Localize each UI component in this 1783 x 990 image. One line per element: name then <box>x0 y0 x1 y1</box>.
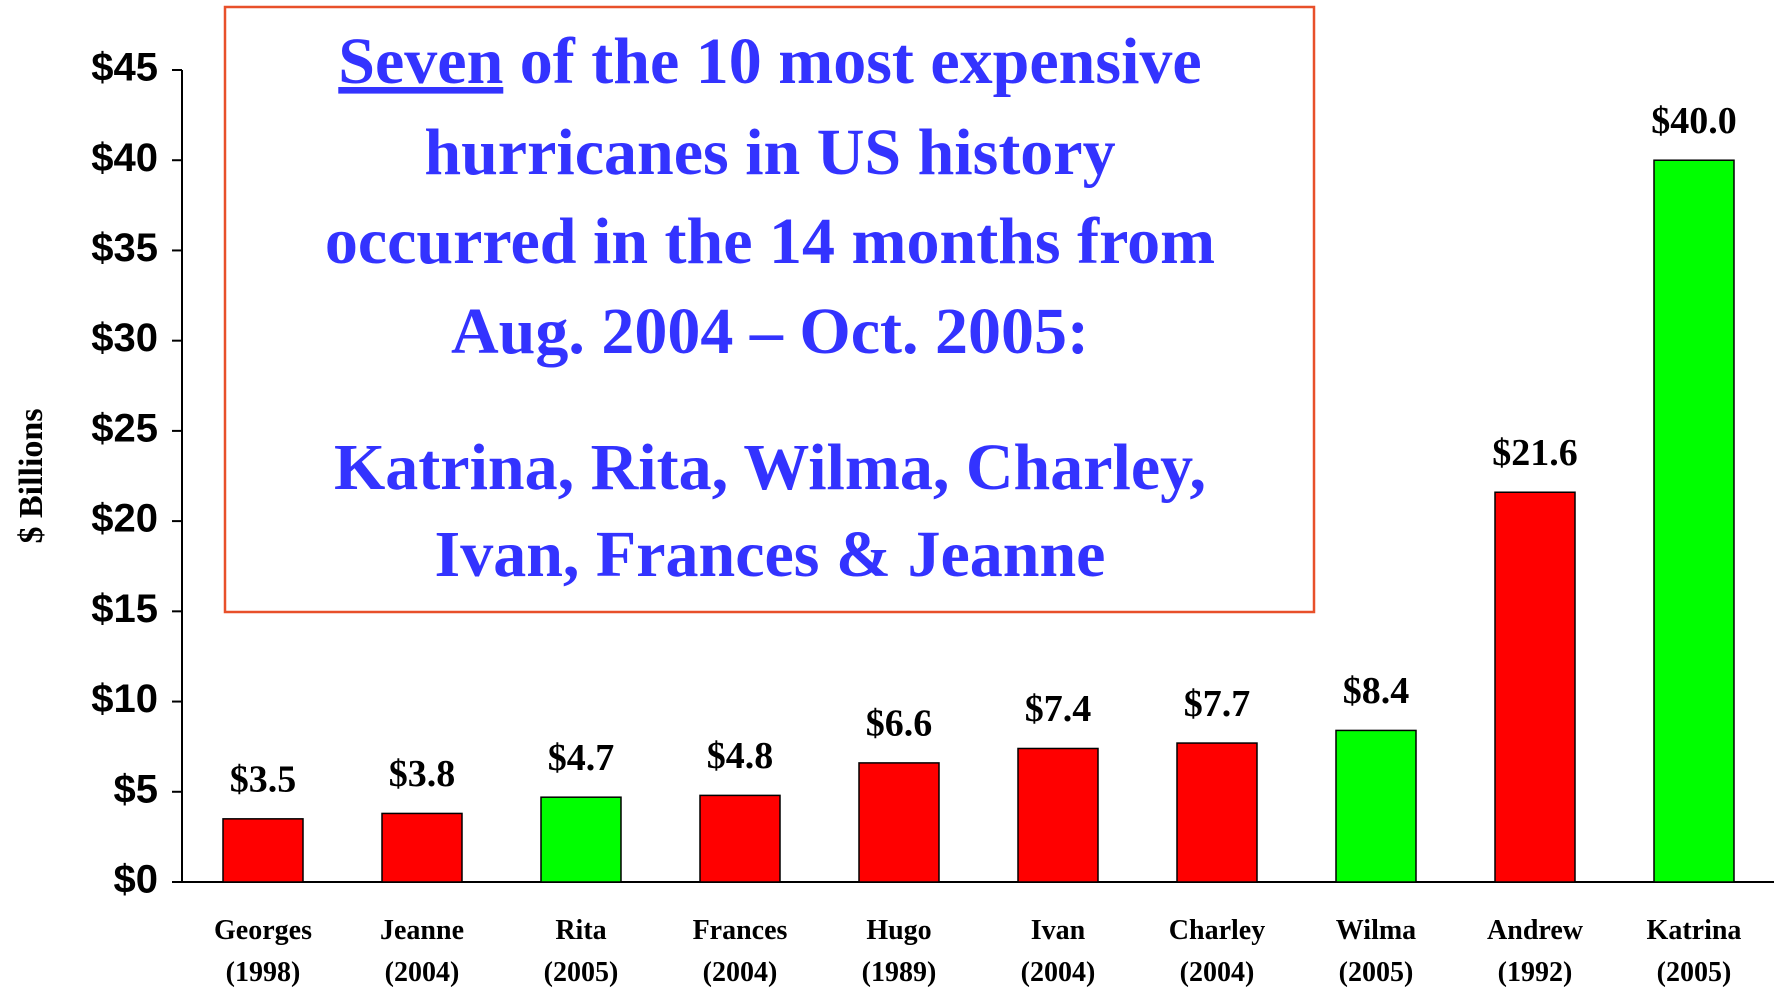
y-tick-label: $40 <box>91 136 158 180</box>
x-tick-label: Andrew (1992) <box>1487 915 1584 988</box>
y-tick-label: $0 <box>114 858 159 902</box>
bar <box>1176 742 1258 883</box>
x-tick-label: Jeanne (2004) <box>380 915 464 988</box>
bar <box>1335 729 1417 883</box>
bar <box>1653 159 1735 883</box>
x-tick-label: Georges (1998) <box>214 915 312 988</box>
x-tick-label: Katrina (2005) <box>1647 915 1742 988</box>
value-label: $40.0 <box>1651 100 1737 142</box>
bar <box>222 818 304 883</box>
bar <box>699 794 781 883</box>
y-tick-label: $20 <box>91 497 158 541</box>
annotation-text: hurricanes in US history <box>424 116 1115 189</box>
annotation-text: occurred in the 14 months from <box>325 205 1215 278</box>
value-label: $4.7 <box>548 737 615 779</box>
x-tick-label: Hugo (1989) <box>862 915 937 988</box>
bar <box>1494 491 1576 883</box>
y-tick-label: $30 <box>91 316 158 360</box>
y-tick-label: $45 <box>91 46 158 90</box>
x-tick-label: Ivan (2004) <box>1021 915 1096 988</box>
annotation-text: Katrina, Rita, Wilma, Charley, <box>334 431 1206 504</box>
x-tick-label: Frances (2004) <box>693 915 788 988</box>
value-label: $8.4 <box>1343 670 1410 712</box>
y-axis-label: $ Billions <box>13 408 50 543</box>
bar <box>540 796 622 883</box>
x-tick-label: Wilma (2005) <box>1336 915 1416 988</box>
value-label: $3.5 <box>230 759 297 801</box>
x-tick-label: Rita (2005) <box>544 915 619 988</box>
annotation-line: Ivan, Frances & Jeanne <box>435 518 1106 591</box>
y-tick-label: $35 <box>91 226 158 270</box>
annotation-text: Ivan, Frances & Jeanne <box>435 518 1106 591</box>
y-tick-label: $10 <box>91 677 158 721</box>
value-label: $4.8 <box>707 735 774 777</box>
annotation-line: Katrina, Rita, Wilma, Charley, <box>334 431 1206 504</box>
bar <box>381 812 463 883</box>
y-tick-label: $25 <box>91 406 158 450</box>
annotation-text: of the 10 most expensive <box>503 25 1201 98</box>
annotation-line: occurred in the 14 months from <box>325 205 1215 278</box>
annotation-line: Seven of the 10 most expensive <box>338 25 1201 98</box>
annotation-box <box>223 5 1316 614</box>
annotation-underlined: Seven <box>338 25 503 98</box>
value-label: $3.8 <box>389 753 456 795</box>
value-label: $7.7 <box>1184 683 1251 725</box>
value-label: $21.6 <box>1492 432 1578 474</box>
y-tick-label: $5 <box>114 767 159 811</box>
annotation-line: Aug. 2004 – Oct. 2005: <box>451 295 1089 368</box>
bar <box>858 762 940 883</box>
value-label: $7.4 <box>1025 688 1092 730</box>
y-tick-label: $15 <box>91 587 158 631</box>
value-label: $6.6 <box>866 703 933 745</box>
annotation-line: hurricanes in US history <box>424 116 1115 189</box>
x-tick-label: Charley (2004) <box>1169 915 1265 988</box>
annotation-text: Aug. 2004 – Oct. 2005: <box>451 295 1089 368</box>
bar <box>1017 747 1099 883</box>
